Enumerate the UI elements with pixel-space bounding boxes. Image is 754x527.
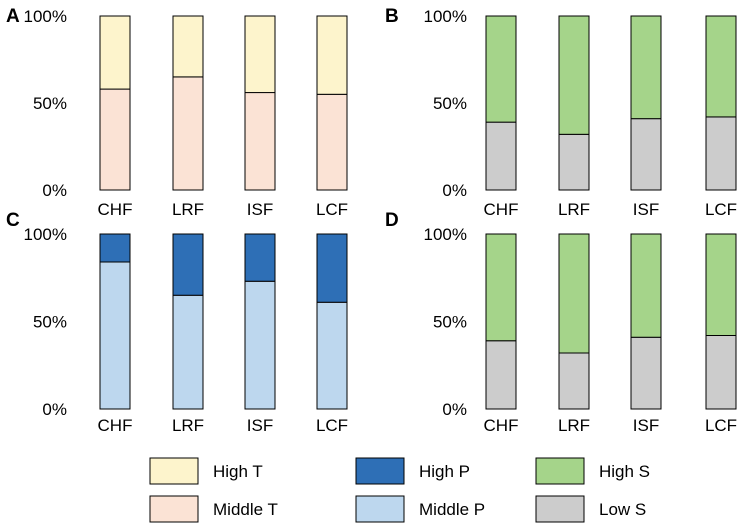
legend-label: High S — [599, 462, 650, 481]
y-tick-label: 50% — [33, 94, 67, 113]
bar-segment-high-s-lrf — [558, 233, 590, 354]
category-label: LCF — [705, 416, 737, 435]
bar-segment-high-t-lcf — [316, 15, 348, 95]
bar-segment-middle-p-lrf — [172, 294, 204, 410]
panel-letter: D — [385, 210, 399, 231]
category-label: CHF — [484, 416, 519, 435]
bar-segment-high-s-lcf — [705, 233, 737, 336]
y-tick-label: 100% — [24, 225, 67, 244]
y-tick-label: 0% — [442, 400, 467, 419]
legend-label: Middle P — [419, 500, 485, 519]
bar-segment-low-s-isf — [630, 336, 662, 410]
legend-swatch — [149, 457, 199, 485]
legend-label: High P — [419, 462, 470, 481]
y-tick-label: 100% — [24, 7, 67, 26]
bar-segment-low-s-lcf — [705, 116, 737, 191]
bar-segment-low-s-lrf — [558, 133, 590, 191]
bar-segment-middle-t-chf — [99, 88, 131, 191]
bar-segment-high-p-isf — [244, 233, 276, 282]
bar-segment-low-s-chf — [485, 340, 517, 410]
bar-segment-middle-t-isf — [244, 92, 276, 191]
category-label: LCF — [705, 200, 737, 219]
category-label: CHF — [98, 416, 133, 435]
panel-B: B 0% 50% 100% CHF LRF ISF LCF — [385, 6, 737, 219]
y-tick-label: 100% — [424, 225, 467, 244]
bar-segment-middle-t-lcf — [316, 93, 348, 191]
legend-item: Low S — [535, 495, 646, 523]
y-tick-label: 50% — [433, 313, 467, 332]
bar-segment-middle-t-lrf — [172, 76, 204, 191]
category-label: LRF — [558, 200, 590, 219]
bar-segment-middle-p-isf — [244, 280, 276, 410]
legend-swatch — [535, 495, 585, 523]
bar-segment-low-s-chf — [485, 121, 517, 191]
y-tick-label: 0% — [42, 181, 67, 200]
legend-label: Middle T — [213, 500, 278, 519]
bar-segment-high-t-isf — [244, 15, 276, 94]
y-tick-label: 0% — [42, 400, 67, 419]
bar-segment-high-s-isf — [630, 233, 662, 338]
y-tick-label: 50% — [433, 94, 467, 113]
panel-letter: A — [6, 6, 20, 27]
bar-segment-high-s-chf — [485, 15, 517, 123]
bar-segment-low-s-lcf — [705, 335, 737, 410]
category-label: ISF — [633, 416, 659, 435]
category-label: LCF — [316, 416, 348, 435]
y-tick-label: 0% — [442, 181, 467, 200]
bar-segment-high-s-lcf — [705, 15, 737, 118]
category-label: ISF — [247, 200, 273, 219]
bar-segment-high-p-lcf — [316, 233, 348, 303]
legend-item: High S — [535, 457, 650, 485]
y-tick-label: 50% — [33, 313, 67, 332]
legend-item: High T — [149, 457, 263, 485]
category-label: CHF — [98, 200, 133, 219]
legend-swatch — [535, 457, 585, 485]
panel-A: A 0% 50% 100% CHF LRF ISF LCF — [6, 6, 348, 219]
bar-segment-high-s-isf — [630, 15, 662, 120]
category-label: LRF — [172, 200, 204, 219]
category-label: LRF — [172, 416, 204, 435]
legend-label: Low S — [599, 500, 646, 519]
panel-letter: B — [385, 6, 399, 27]
bar-segment-high-t-chf — [99, 15, 131, 90]
category-label: ISF — [633, 200, 659, 219]
bar-segment-high-t-lrf — [172, 15, 204, 78]
y-tick-label: 100% — [424, 7, 467, 26]
bar-segment-high-p-lrf — [172, 233, 204, 296]
panel-C: C 0% 50% 100% CHF LRF ISF LCF — [6, 210, 348, 435]
bar-segment-low-s-lrf — [558, 352, 590, 410]
panel-letter: C — [6, 210, 20, 231]
legend-swatch — [149, 495, 199, 523]
bar-segment-low-s-isf — [630, 118, 662, 191]
bar-segment-high-p-chf — [99, 233, 131, 263]
category-label: ISF — [247, 416, 273, 435]
bar-segment-high-s-lrf — [558, 15, 590, 135]
category-label: LRF — [558, 416, 590, 435]
panel-D: D 0% 50% 100% CHF LRF ISF LCF — [385, 210, 737, 435]
legend-item: High P — [355, 457, 470, 485]
legend-swatch — [355, 457, 405, 485]
bar-segment-middle-p-lcf — [316, 301, 348, 410]
legend-label: High T — [213, 462, 263, 481]
bar-segment-middle-p-chf — [99, 261, 131, 410]
category-label: CHF — [484, 200, 519, 219]
bar-segment-high-s-chf — [485, 233, 517, 342]
legend-item: Middle P — [355, 495, 485, 523]
legend-swatch — [355, 495, 405, 523]
legend-item: Middle T — [149, 495, 278, 523]
category-label: LCF — [316, 200, 348, 219]
legend: High T High P High S Middle T Middle P Low S — [149, 457, 650, 523]
